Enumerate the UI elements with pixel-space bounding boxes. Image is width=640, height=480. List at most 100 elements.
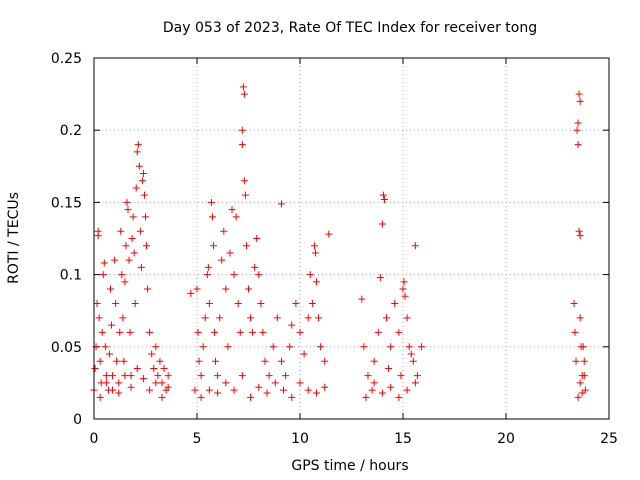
data-point [576, 379, 584, 387]
data-point [576, 97, 584, 105]
data-point [218, 256, 226, 264]
data-point [94, 232, 102, 240]
data-point [306, 271, 314, 279]
data-point [247, 393, 255, 401]
data-point [156, 357, 164, 365]
data-point [205, 299, 213, 307]
x-tick-label: 0 [90, 431, 99, 447]
data-point [214, 372, 222, 380]
data-point [575, 227, 583, 235]
data-point [292, 299, 300, 307]
plot-frame [93, 57, 610, 420]
chart-title: Day 053 of 2023, Rate Of TEC Index for r… [163, 20, 537, 36]
data-point [395, 328, 403, 336]
data-point [146, 328, 154, 336]
data-point [317, 343, 325, 351]
data-point [574, 393, 582, 401]
y-axis-label: ROTI / TECUs [6, 192, 22, 284]
data-point [579, 343, 587, 351]
data-point [144, 285, 152, 293]
data-point [265, 372, 273, 380]
data-point [131, 299, 139, 307]
x-tick-label: 25 [600, 431, 618, 447]
data-point [204, 263, 212, 271]
data-point [242, 242, 250, 250]
data-point [234, 299, 242, 307]
data-point [214, 389, 222, 397]
data-point [124, 206, 132, 214]
data-point [115, 379, 123, 387]
data-point [139, 170, 147, 178]
x-tick-label: 5 [193, 431, 202, 447]
data-point [580, 372, 588, 380]
data-point [288, 321, 296, 329]
data-point [286, 343, 294, 351]
data-point [222, 379, 230, 387]
data-point [380, 196, 388, 204]
data-point [105, 350, 113, 358]
data-point [117, 227, 125, 235]
data-point [407, 350, 415, 358]
data-point [245, 285, 252, 293]
data-point [261, 357, 269, 365]
data-point [197, 393, 205, 401]
data-point [111, 256, 119, 264]
data-point [100, 259, 108, 267]
data-point [121, 278, 129, 286]
data-point [572, 357, 580, 365]
data-point [112, 299, 120, 307]
data-point [142, 213, 149, 221]
data-point [259, 328, 267, 336]
data-point [385, 364, 393, 372]
data-point [152, 343, 160, 351]
data-point [109, 386, 117, 394]
data-point [113, 357, 121, 365]
data-point [304, 314, 312, 322]
data-point [247, 314, 255, 322]
data-point [212, 357, 220, 365]
data-point [308, 299, 316, 307]
data-point [203, 271, 211, 279]
data-point [158, 379, 166, 387]
data-point [128, 235, 136, 242]
data-point [133, 364, 141, 372]
data-point [154, 372, 162, 380]
data-point [391, 299, 399, 307]
data-point [364, 372, 372, 380]
data-point [193, 285, 201, 293]
data-point [208, 213, 216, 221]
data-point [207, 198, 215, 206]
y-tick-label: 0.15 [51, 195, 82, 211]
data-point [209, 242, 217, 250]
data-point [102, 379, 110, 387]
data-point [315, 314, 323, 322]
data-point [271, 379, 279, 387]
data-point [580, 357, 588, 365]
data-point [379, 191, 387, 199]
data-point [101, 343, 109, 351]
data-point [132, 184, 140, 192]
data-point [129, 213, 137, 221]
data-point [312, 278, 320, 286]
data-point [199, 343, 207, 351]
data-point [140, 191, 148, 199]
data-point [325, 230, 333, 238]
data-point [238, 372, 246, 380]
data-point [273, 314, 281, 322]
y-tick-label: 0.05 [51, 340, 82, 356]
data-point [220, 227, 228, 235]
data-point [304, 386, 312, 394]
data-point [205, 386, 213, 394]
data-point [395, 393, 403, 401]
data-point [120, 357, 128, 365]
data-point [296, 379, 304, 387]
data-point [321, 383, 329, 391]
data-point [232, 213, 240, 221]
y-tick-label: 0 [73, 412, 82, 428]
data-point [134, 141, 142, 149]
data-point [160, 364, 168, 372]
data-point [241, 191, 249, 199]
data-point [409, 357, 417, 365]
data-point [197, 372, 205, 380]
data-point [251, 263, 259, 271]
